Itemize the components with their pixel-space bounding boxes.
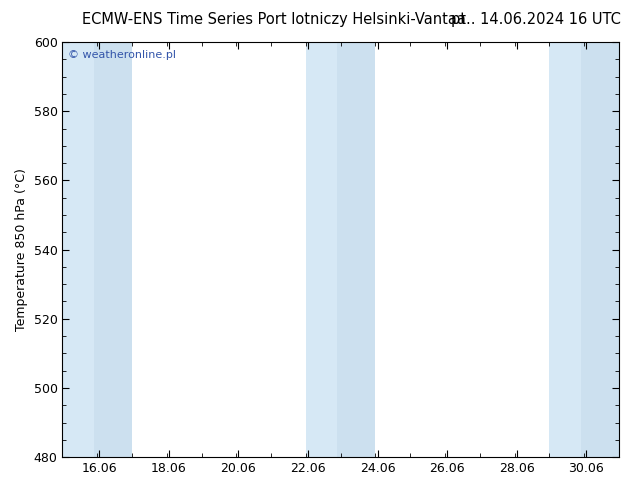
Bar xyxy=(337,42,375,457)
Bar xyxy=(62,42,94,457)
Bar xyxy=(94,42,132,457)
Bar xyxy=(581,42,619,457)
Text: © weatheronline.pl: © weatheronline.pl xyxy=(68,50,176,60)
Text: pt.. 14.06.2024 16 UTC: pt.. 14.06.2024 16 UTC xyxy=(451,12,621,27)
Text: ECMW-ENS Time Series Port lotniczy Helsinki-Vantaa: ECMW-ENS Time Series Port lotniczy Helsi… xyxy=(82,12,466,27)
Bar xyxy=(306,42,337,457)
Bar xyxy=(550,42,581,457)
Y-axis label: Temperature 850 hPa (°C): Temperature 850 hPa (°C) xyxy=(15,168,28,331)
